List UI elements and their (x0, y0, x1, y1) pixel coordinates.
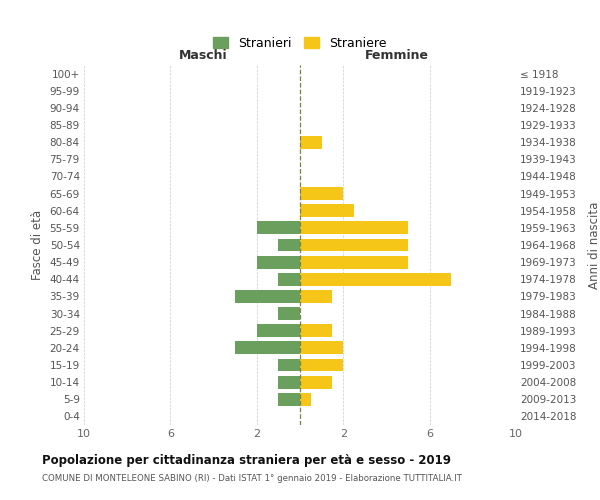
Legend: Stranieri, Straniere: Stranieri, Straniere (208, 32, 392, 54)
Bar (300, 222, 408, 234)
Bar (300, 238, 408, 252)
Y-axis label: Anni di nascita: Anni di nascita (588, 202, 600, 288)
Bar (300, 376, 332, 388)
Bar (300, 324, 332, 337)
Bar (300, 136, 322, 148)
Text: Maschi: Maschi (178, 48, 227, 62)
Bar (300, 342, 343, 354)
Bar (278, 238, 300, 252)
Bar (300, 256, 408, 268)
Bar (300, 393, 311, 406)
Bar (257, 324, 300, 337)
Bar (235, 342, 300, 354)
Bar (278, 376, 300, 388)
Text: Popolazione per cittadinanza straniera per età e sesso - 2019: Popolazione per cittadinanza straniera p… (42, 454, 451, 467)
Bar (278, 393, 300, 406)
Bar (278, 307, 300, 320)
Text: COMUNE DI MONTELEONE SABINO (RI) - Dati ISTAT 1° gennaio 2019 - Elaborazione TUT: COMUNE DI MONTELEONE SABINO (RI) - Dati … (42, 474, 462, 483)
Bar (235, 290, 300, 303)
Bar (278, 358, 300, 372)
Y-axis label: Fasce di età: Fasce di età (31, 210, 44, 280)
Bar (300, 273, 451, 285)
Bar (257, 256, 300, 268)
Bar (300, 290, 332, 303)
Text: Femmine: Femmine (365, 48, 429, 62)
Bar (257, 222, 300, 234)
Bar (300, 358, 343, 372)
Bar (300, 204, 354, 217)
Bar (278, 273, 300, 285)
Bar (300, 187, 343, 200)
